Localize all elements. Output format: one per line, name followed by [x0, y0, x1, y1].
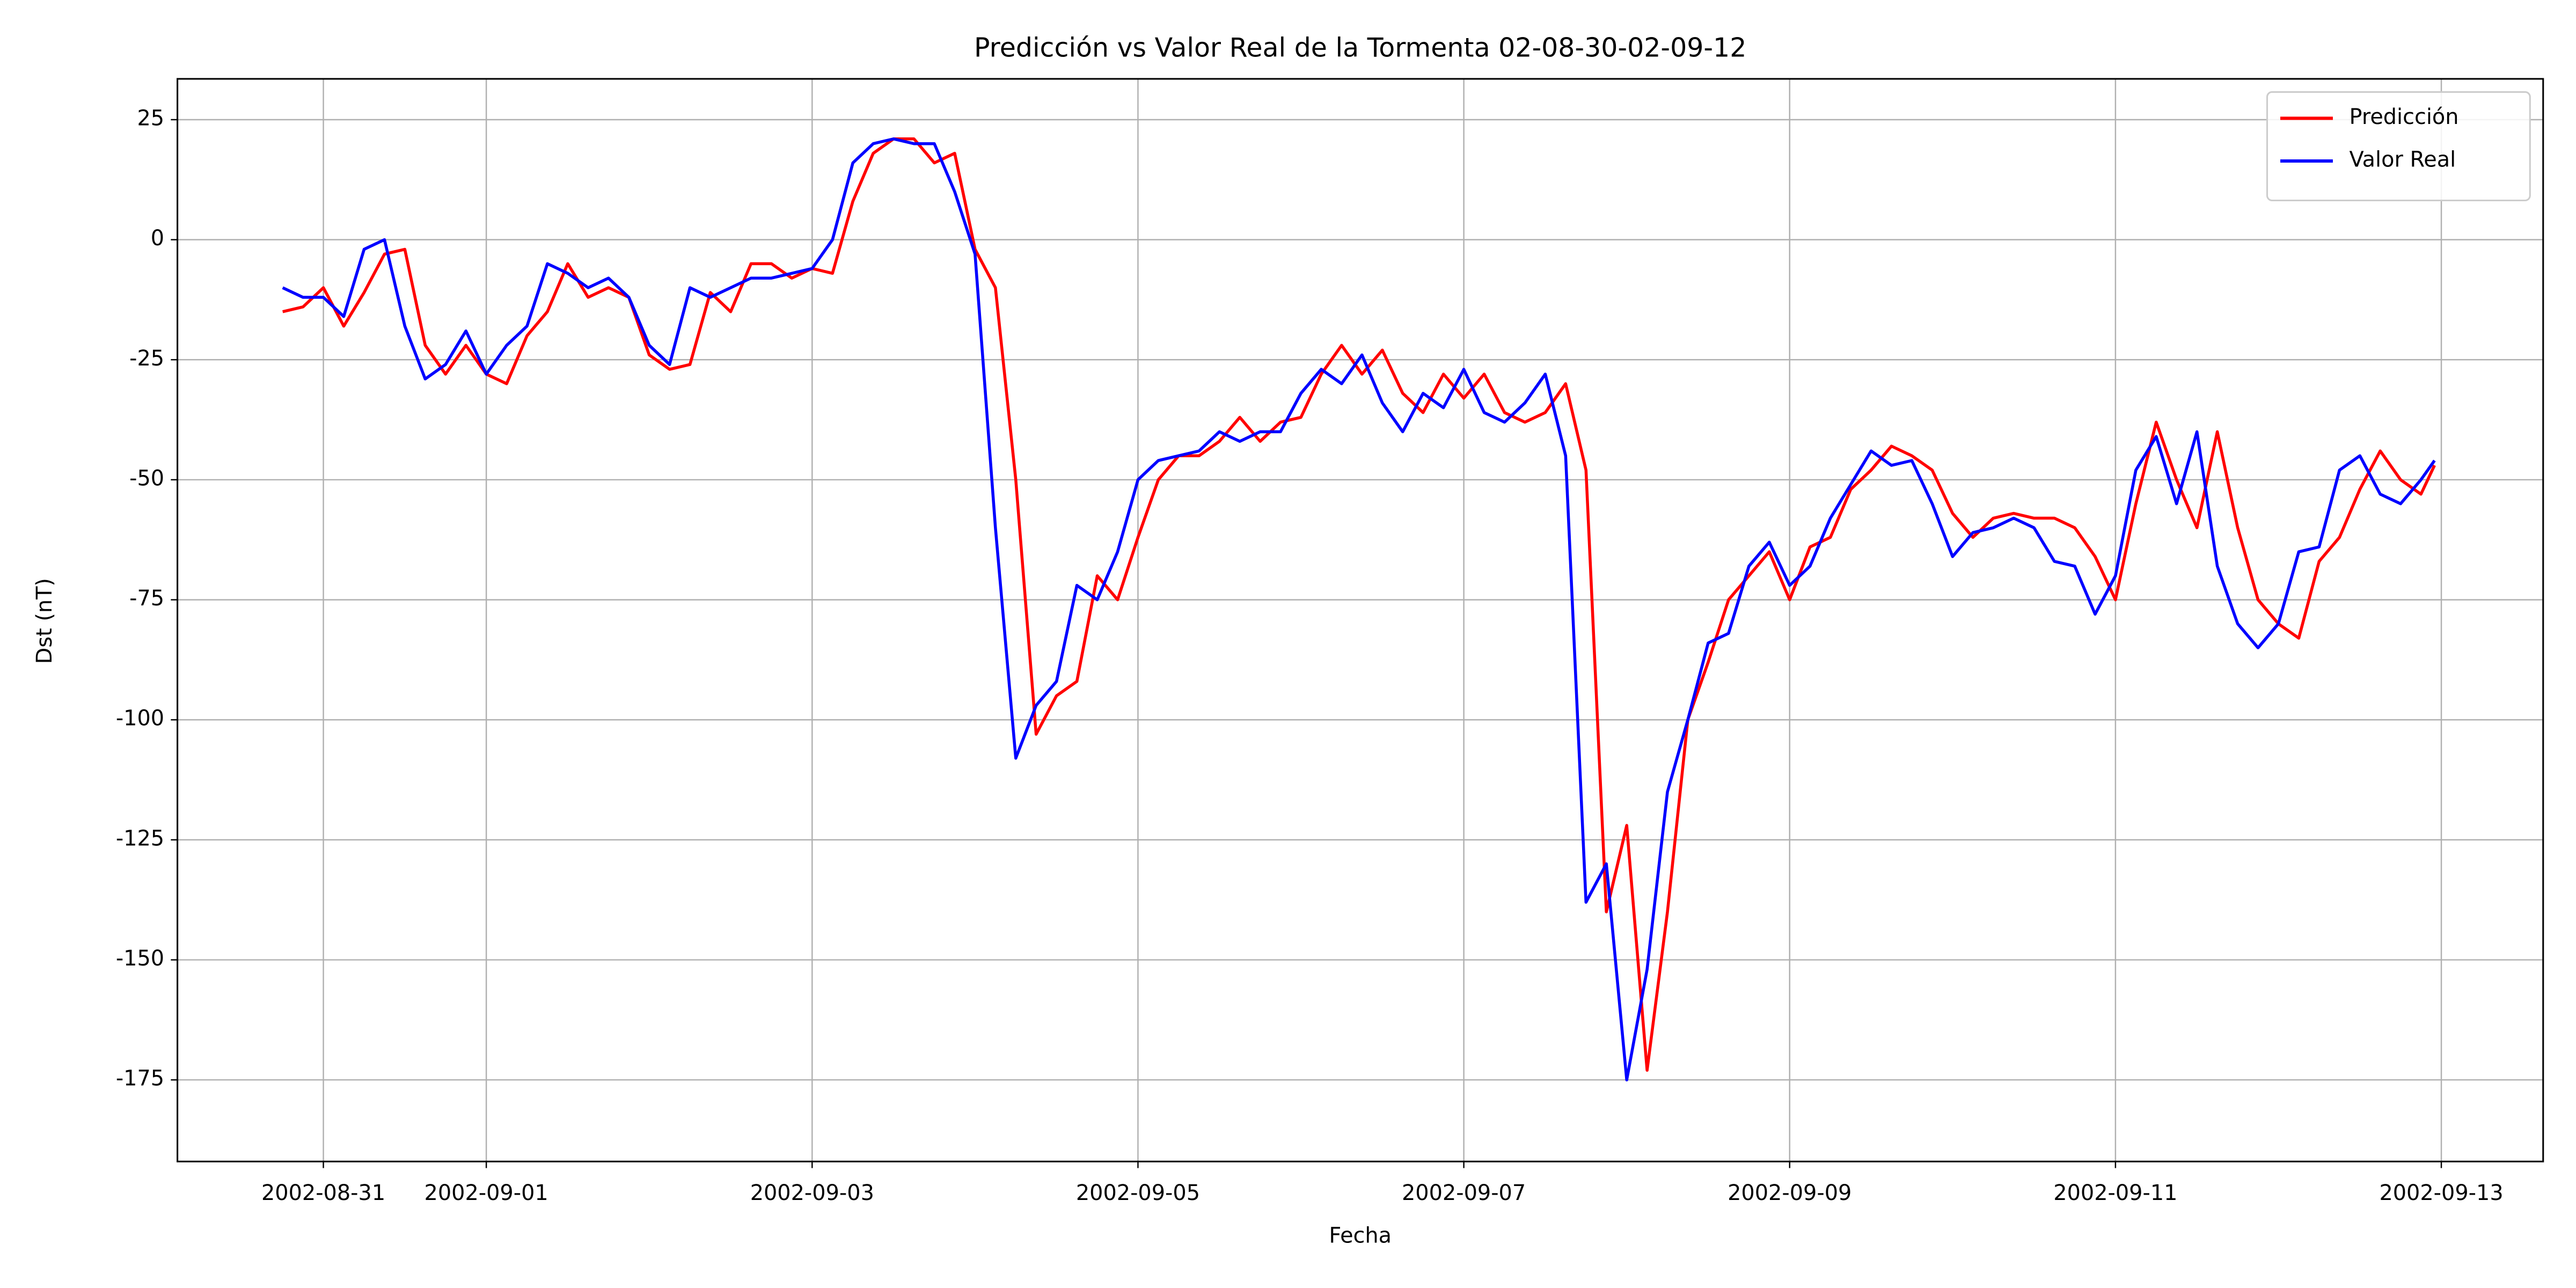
x-axis-label: Fecha	[1329, 1224, 1392, 1248]
x-tick-label: 2002-09-05	[1076, 1181, 1200, 1205]
x-tick-label: 2002-08-31	[261, 1181, 385, 1205]
legend-label: Valor Real	[2350, 148, 2456, 172]
chart-title: Predicción vs Valor Real de la Tormenta …	[974, 32, 1746, 63]
x-tick-label: 2002-09-09	[1728, 1181, 1851, 1205]
legend-label: Predicción	[2350, 105, 2459, 129]
x-tick-label: 2002-09-13	[2379, 1181, 2503, 1205]
plot-frame	[177, 78, 2544, 1162]
y-tick-label: -125	[116, 826, 164, 851]
y-tick-label: -25	[129, 346, 164, 371]
y-axis-label: Dst (nT)	[32, 578, 57, 664]
x-tick-label: 2002-09-11	[2053, 1181, 2177, 1205]
data-line	[282, 137, 2436, 1072]
y-tick-label: -175	[116, 1066, 164, 1091]
y-tick-label: -75	[129, 586, 164, 611]
y-tick-label: -100	[116, 706, 164, 731]
data-line	[282, 137, 2436, 1081]
x-tick-label: 2002-09-01	[425, 1181, 548, 1205]
y-tick-label: -150	[116, 946, 164, 971]
x-tick-label: 2002-09-03	[750, 1181, 874, 1205]
legend-box	[2266, 91, 2531, 201]
legend: Predicción Valor Real	[2266, 91, 2531, 201]
x-tick-label: 2002-09-07	[1402, 1181, 1526, 1205]
y-tick-label: 25	[137, 106, 164, 130]
y-tick-label: 0	[151, 226, 164, 251]
y-tick-label: -50	[129, 466, 164, 491]
